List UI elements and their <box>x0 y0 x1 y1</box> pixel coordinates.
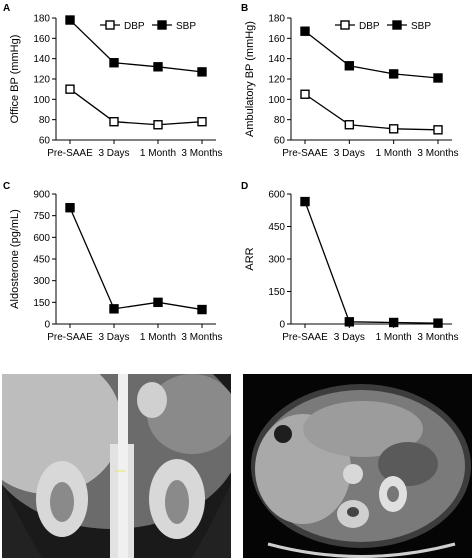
sbp-point <box>197 67 207 77</box>
x-tick-label: 3 Days <box>98 148 129 159</box>
y-tick-label: 140 <box>33 54 50 65</box>
y-axis-label: Ambulatory BP (mmHg) <box>244 21 256 137</box>
sbp-point <box>344 61 355 71</box>
series-point <box>65 203 75 213</box>
series-point <box>109 304 119 314</box>
series-line <box>304 201 439 324</box>
series-point <box>300 196 310 207</box>
y-tick-label: 750 <box>33 211 50 222</box>
x-tick-label: 3 Days <box>98 332 129 343</box>
y-tick-label: 180 <box>268 14 285 25</box>
y-tick-label: 160 <box>268 34 285 45</box>
y-tick-label: 100 <box>268 95 285 106</box>
y-tick-label: 140 <box>268 54 285 65</box>
dbp-point <box>153 120 163 130</box>
series-point <box>197 304 207 315</box>
y-axis-label: Aldosterone (pg/mL) <box>9 209 21 309</box>
y-tick-label: 0 <box>279 320 285 331</box>
sbp-point <box>65 15 75 25</box>
dbp-point <box>344 120 355 130</box>
y-tick-label: 300 <box>33 276 50 287</box>
sbp-line <box>304 30 439 79</box>
x-tick-label: 3 Months <box>417 332 458 343</box>
dbp-line <box>69 88 203 126</box>
y-axis-label: ARR <box>244 247 256 270</box>
sbp-point <box>153 62 163 72</box>
x-tick-label: 3 Months <box>181 148 222 159</box>
legend-marker-dbp <box>340 20 350 30</box>
dbp-point <box>109 116 119 127</box>
legend-marker-sbp <box>392 20 402 30</box>
y-tick-label: 160 <box>33 34 50 45</box>
sbp-point <box>388 69 399 79</box>
y-tick-label: 150 <box>33 298 50 309</box>
y-tick-label: 100 <box>33 95 50 106</box>
x-tick-label: Pre-SAAE <box>282 332 328 343</box>
y-tick-label: 80 <box>39 115 51 126</box>
dbp-point <box>65 84 75 94</box>
y-tick-label: 300 <box>268 255 285 266</box>
sbp-point <box>433 73 443 83</box>
x-tick-label: 3 Months <box>181 332 222 343</box>
ct-coronal-image <box>2 374 231 558</box>
x-tick-label: 1 Month <box>376 148 412 159</box>
series-line <box>69 207 203 311</box>
sbp-line <box>69 19 203 73</box>
legend-label-dbp: DBP <box>124 21 145 32</box>
y-tick-label: 60 <box>39 136 51 147</box>
x-tick-label: Pre-SAAE <box>47 148 93 159</box>
sbp-point <box>300 26 310 36</box>
y-tick-label: 120 <box>268 75 285 86</box>
x-tick-label: Pre-SAAE <box>282 148 328 159</box>
x-tick-label: 1 Month <box>376 332 412 343</box>
y-tick-label: 80 <box>274 115 286 126</box>
chart-a: 60 80 100 120 140 160 180 Pre-SAAE 3 Days 1 Month… <box>9 14 223 160</box>
series-point <box>344 317 355 327</box>
legend-marker-sbp <box>157 20 167 30</box>
legend-label-sbp: SBP <box>176 21 196 32</box>
y-tick-label: 60 <box>274 136 286 147</box>
series-point <box>433 318 443 328</box>
y-tick-label: 600 <box>268 190 285 201</box>
panel-letter-d: D <box>241 181 248 192</box>
ct-axial-image <box>243 374 472 558</box>
chart-b: 60 80 100 120 140 160 180 Pre-SAAE 3 Days 1 Month… <box>244 14 459 160</box>
x-tick-label: 1 Month <box>140 332 176 343</box>
dbp-point <box>433 125 443 135</box>
series-point <box>388 317 399 328</box>
x-tick-label: 3 Days <box>334 148 365 159</box>
dbp-point <box>197 116 207 127</box>
legend-label-dbp: DBP <box>359 21 380 32</box>
chart-c: 0 150 300 450 600 750 900 Pre-SAAE 3 Days 1 Month… <box>9 190 223 344</box>
sbp-point <box>109 58 119 68</box>
legend-marker-dbp <box>105 20 115 30</box>
y-axis-label: Office BP (mmHg) <box>9 35 21 124</box>
legend-label-sbp: SBP <box>411 21 431 32</box>
series-point <box>153 297 163 308</box>
y-tick-label: 180 <box>33 14 50 25</box>
dbp-line <box>304 93 439 131</box>
y-tick-label: 150 <box>268 287 285 298</box>
chart-d: 0 150 300 450 600 Pre-SAAE 3 Days 1 Month 3 Mont… <box>244 190 459 344</box>
y-tick-label: 900 <box>33 190 50 201</box>
dbp-point <box>388 124 399 134</box>
x-tick-label: 1 Month <box>140 148 176 159</box>
y-tick-label: 450 <box>33 255 50 266</box>
panel-letter-a: A <box>3 3 10 14</box>
y-tick-label: 600 <box>33 233 50 244</box>
x-tick-label: Pre-SAAE <box>47 332 93 343</box>
x-tick-label: 3 Months <box>417 148 458 159</box>
y-tick-label: 0 <box>44 320 50 331</box>
y-tick-label: 120 <box>33 75 50 86</box>
panel-letter-b: B <box>241 3 248 14</box>
dbp-point <box>300 89 310 99</box>
panel-letter-c: C <box>3 181 10 192</box>
x-tick-label: 3 Days <box>334 332 365 343</box>
y-tick-label: 450 <box>268 222 285 233</box>
